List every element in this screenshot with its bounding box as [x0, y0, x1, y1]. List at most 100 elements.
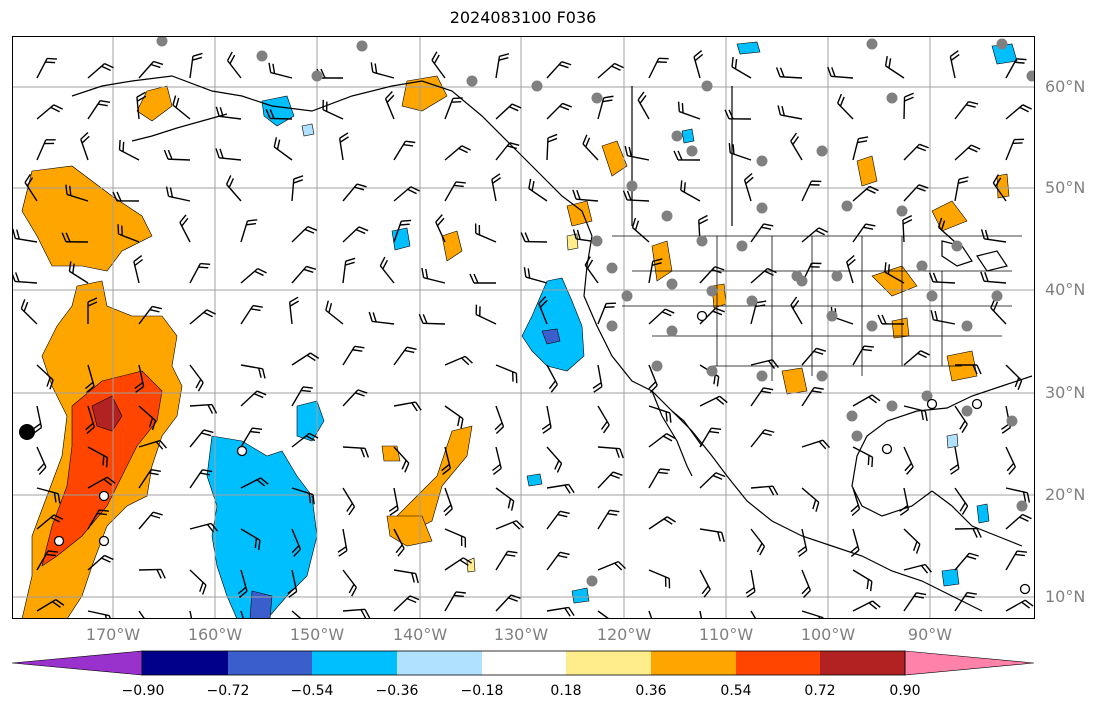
wind-barb	[954, 487, 969, 515]
lon-label: 120°W	[596, 625, 652, 644]
wind-barb	[903, 92, 914, 120]
positive-anomaly-area	[996, 173, 1010, 199]
colorbar-tick-label: −0.18	[460, 683, 504, 699]
negative-anomaly-area	[571, 587, 590, 604]
wind-barb	[469, 273, 497, 284]
wind-barb	[388, 487, 399, 516]
wind-barb	[648, 308, 675, 325]
wind-barb	[597, 471, 623, 489]
wind-barb	[750, 485, 779, 496]
station-marker	[686, 145, 698, 157]
wind-barb	[750, 610, 763, 619]
wind-barb	[546, 446, 563, 473]
wind-barb	[291, 265, 317, 284]
wind-barb	[87, 509, 110, 530]
wind-barb	[648, 468, 670, 489]
colorbar-segment	[228, 651, 312, 675]
wind-barb	[189, 309, 216, 325]
wind-barb	[189, 469, 213, 489]
wind-barb	[546, 606, 575, 617]
wind-barb	[699, 266, 725, 284]
wind-barb	[648, 569, 671, 589]
wind-barb	[418, 313, 446, 325]
wind-barb	[87, 297, 98, 325]
wind-barb	[523, 267, 548, 284]
wind-barb	[138, 305, 163, 325]
wind-barb	[1005, 104, 1032, 120]
wind-barb	[163, 149, 191, 161]
wind-barb	[36, 57, 58, 79]
wind-barb	[546, 483, 575, 494]
wind-barb	[622, 190, 650, 202]
wind-barb	[36, 104, 64, 120]
wind-barb	[546, 102, 572, 120]
wind-barb	[648, 516, 676, 530]
coastline	[851, 375, 1033, 517]
lat-label: 60°N	[1045, 77, 1086, 96]
colorbar-segment	[904, 650, 1035, 676]
strong-negative-anomaly-area	[249, 590, 273, 619]
weather-map[interactable]	[12, 36, 1035, 619]
wind-barb	[444, 145, 471, 161]
wind-barb	[36, 514, 64, 530]
station-marker	[816, 145, 828, 157]
wind-barb	[648, 57, 669, 79]
wind-barb	[546, 61, 572, 79]
station-marker	[816, 370, 828, 382]
wind-barb	[421, 267, 446, 284]
colorbar-segment	[736, 651, 820, 675]
wind-barb	[36, 446, 47, 475]
wind-barb	[431, 51, 446, 79]
wind-barb	[444, 591, 466, 612]
wind-barb	[884, 56, 905, 79]
wind-barb	[291, 432, 319, 448]
wind-barb	[368, 311, 395, 325]
positive-anomaly-area	[856, 155, 878, 187]
station-markers	[19, 36, 1035, 595]
strong-positive-anomaly-area	[41, 370, 163, 567]
wind-barb	[65, 184, 89, 202]
colorbar-segment	[651, 651, 736, 675]
colorbar-tick-label: 0.90	[889, 683, 921, 699]
coastline	[131, 113, 228, 142]
wind-barb	[1005, 513, 1032, 530]
wind-barb	[189, 610, 196, 619]
station-marker-open	[98, 535, 110, 547]
positive-anomaly-area	[891, 317, 910, 339]
wind-barb	[495, 142, 520, 161]
wind-barb	[849, 528, 860, 558]
station-marker-open	[696, 310, 708, 322]
station-marker-open	[53, 535, 65, 547]
negative-anomaly-area	[521, 277, 585, 372]
wind-barb	[112, 191, 140, 202]
wind-barb	[138, 568, 166, 579]
wind-barb	[338, 132, 349, 161]
negative-anomaly-area	[681, 128, 695, 144]
wind-barb	[801, 569, 811, 598]
wind-barb	[597, 95, 614, 120]
wind-barb	[949, 446, 960, 475]
station-marker	[951, 240, 963, 252]
wind-barb	[902, 214, 913, 243]
station-marker-large	[19, 424, 35, 440]
wind-barb	[954, 364, 982, 375]
wind-barbs	[12, 49, 1034, 619]
wind-barb	[699, 528, 725, 543]
positive-anomaly-area	[381, 445, 401, 462]
map-title: 2024083100 F036	[449, 8, 597, 27]
wind-barb	[528, 178, 548, 202]
wind-barb	[342, 569, 357, 597]
wind-barb	[370, 62, 395, 79]
station-marker	[606, 262, 618, 274]
negative-anomaly-area	[736, 41, 761, 55]
lat-label: 30°N	[1045, 383, 1086, 402]
wind-barb	[288, 296, 299, 325]
wind-barb	[597, 62, 624, 79]
wind-barb	[287, 569, 298, 598]
station-marker	[706, 365, 718, 377]
wind-barb	[1005, 446, 1016, 475]
wind-barb	[852, 569, 873, 592]
lon-label: 90°W	[907, 625, 953, 644]
wind-barb	[134, 364, 145, 393]
wind-barb	[36, 139, 56, 161]
